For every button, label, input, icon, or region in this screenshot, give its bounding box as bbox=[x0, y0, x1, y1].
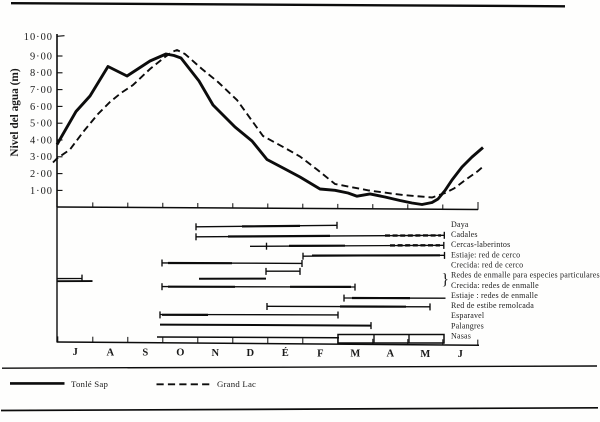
svg-text:5·00: 5·00 bbox=[30, 119, 53, 130]
svg-text:Estiaje: red de cerco: Estiaje: red de cerco bbox=[451, 250, 520, 259]
svg-text:J: J bbox=[73, 347, 78, 358]
svg-text:4·00: 4·00 bbox=[30, 135, 53, 146]
svg-text:9·00: 9·00 bbox=[30, 51, 53, 62]
svg-text:Tonlé Sap: Tonlé Sap bbox=[71, 379, 109, 389]
svg-text:D: D bbox=[247, 348, 255, 359]
svg-text:Crecida: red de cerco: Crecida: red de cerco bbox=[451, 260, 523, 269]
svg-text:6·00: 6·00 bbox=[30, 102, 53, 113]
svg-text:2·00: 2·00 bbox=[30, 169, 53, 180]
svg-text:8·00: 8·00 bbox=[30, 68, 53, 79]
svg-text:7·00: 7·00 bbox=[30, 85, 53, 96]
svg-text:Estiaje : redes de enmalle: Estiaje : redes de enmalle bbox=[451, 291, 538, 300]
svg-text:Grand Lac: Grand Lac bbox=[217, 379, 256, 389]
svg-text:Crecida: redes de enmalle: Crecida: redes de enmalle bbox=[451, 281, 539, 290]
svg-text:Nasas: Nasas bbox=[451, 332, 471, 341]
svg-text:M: M bbox=[350, 349, 360, 360]
svg-text:S: S bbox=[142, 348, 148, 359]
svg-text:Red de estibe remolcada: Red de estibe remolcada bbox=[451, 301, 534, 310]
svg-text:Palangres: Palangres bbox=[451, 321, 484, 330]
svg-text:Redes de enmalle para especies: Redes de enmalle para especies particula… bbox=[451, 271, 600, 280]
svg-text:F: F bbox=[317, 348, 323, 359]
svg-text:Esparavel: Esparavel bbox=[451, 311, 485, 320]
svg-text:A: A bbox=[387, 349, 395, 360]
svg-text:Daya: Daya bbox=[451, 220, 469, 229]
svg-text:J: J bbox=[458, 349, 463, 360]
svg-text:Nivel del agua (m): Nivel del agua (m) bbox=[9, 68, 21, 156]
svg-text:É: É bbox=[282, 347, 289, 359]
svg-text:A: A bbox=[107, 347, 115, 358]
svg-text:Cadales: Cadales bbox=[451, 230, 478, 239]
svg-text:10·00: 10·00 bbox=[24, 32, 53, 43]
svg-text:N: N bbox=[212, 348, 220, 359]
svg-text:M: M bbox=[420, 349, 430, 360]
svg-text:3·00: 3·00 bbox=[30, 152, 53, 163]
svg-text:}: } bbox=[441, 272, 449, 289]
svg-text:1·00: 1·00 bbox=[30, 186, 53, 197]
svg-text:O: O bbox=[176, 348, 184, 359]
svg-text:Cercas-laberintos: Cercas-laberintos bbox=[451, 240, 510, 249]
